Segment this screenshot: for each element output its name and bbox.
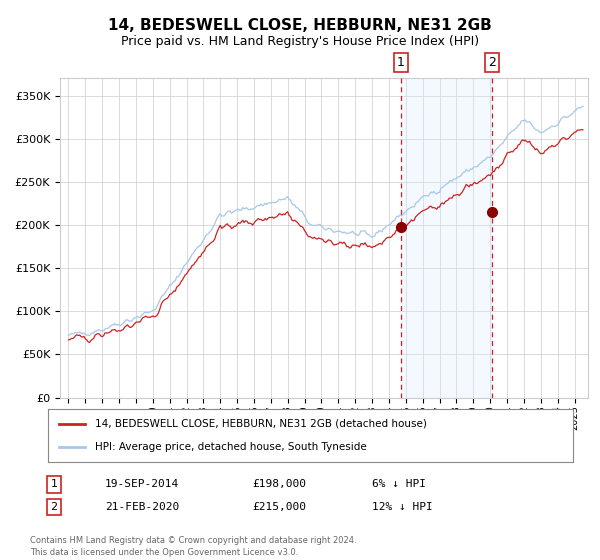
Text: 2: 2 xyxy=(488,56,496,69)
Text: 6% ↓ HPI: 6% ↓ HPI xyxy=(372,479,426,489)
Text: £198,000: £198,000 xyxy=(252,479,306,489)
Text: 19-SEP-2014: 19-SEP-2014 xyxy=(105,479,179,489)
Text: 2: 2 xyxy=(50,502,58,512)
Text: 14, BEDESWELL CLOSE, HEBBURN, NE31 2GB: 14, BEDESWELL CLOSE, HEBBURN, NE31 2GB xyxy=(108,18,492,32)
Text: 1: 1 xyxy=(397,56,405,69)
Text: 1: 1 xyxy=(50,479,58,489)
Text: £215,000: £215,000 xyxy=(252,502,306,512)
Text: 14, BEDESWELL CLOSE, HEBBURN, NE31 2GB (detached house): 14, BEDESWELL CLOSE, HEBBURN, NE31 2GB (… xyxy=(95,419,427,429)
Text: HPI: Average price, detached house, South Tyneside: HPI: Average price, detached house, Sout… xyxy=(95,442,367,452)
Bar xyxy=(401,78,493,398)
Text: Contains HM Land Registry data © Crown copyright and database right 2024.
This d: Contains HM Land Registry data © Crown c… xyxy=(30,536,356,557)
Text: 21-FEB-2020: 21-FEB-2020 xyxy=(105,502,179,512)
Text: Price paid vs. HM Land Registry's House Price Index (HPI): Price paid vs. HM Land Registry's House … xyxy=(121,35,479,49)
Text: 12% ↓ HPI: 12% ↓ HPI xyxy=(372,502,433,512)
